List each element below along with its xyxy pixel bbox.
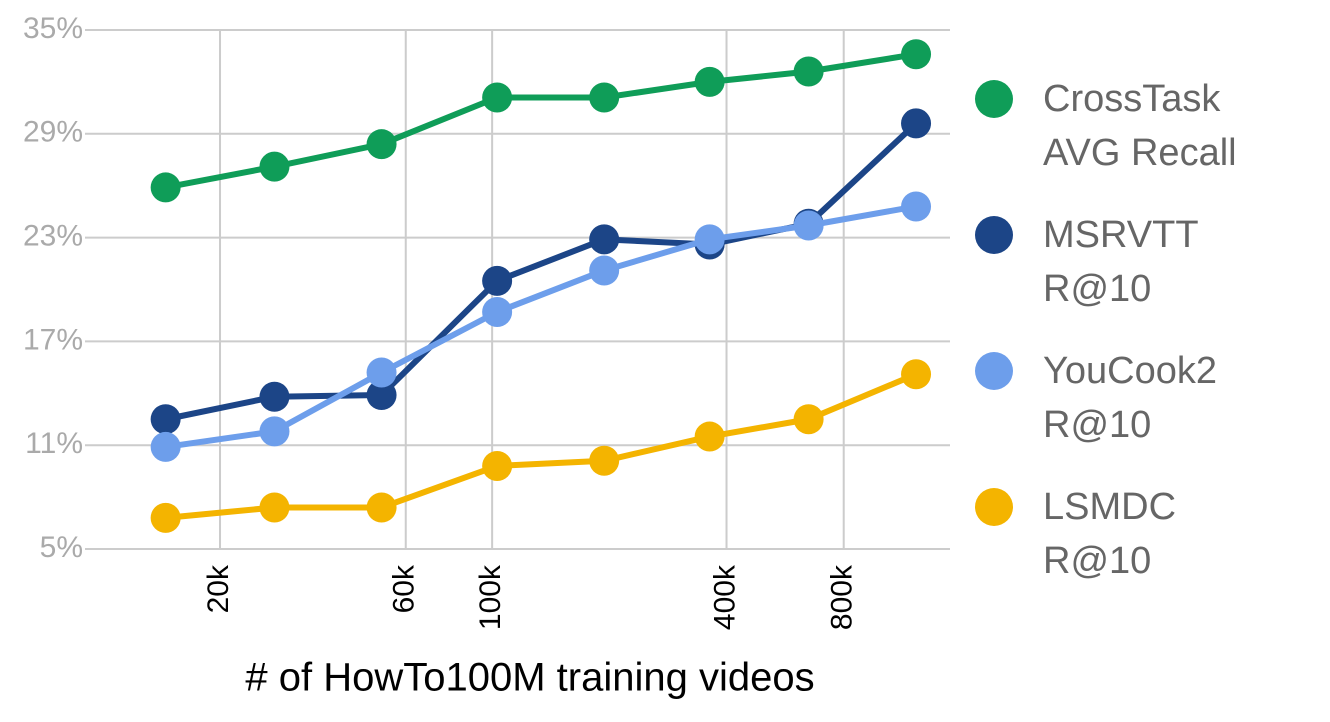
data-point <box>901 108 932 139</box>
y-tick-label: 29% <box>23 116 83 149</box>
data-point <box>482 450 513 481</box>
legend: CrossTask AVG Recall MSRVTT R@10 YouCook2 … <box>975 72 1275 616</box>
series-line <box>165 51 917 191</box>
data-point <box>150 502 181 533</box>
series-line <box>165 371 918 521</box>
data-point <box>901 191 932 222</box>
y-tick-label: 23% <box>23 220 83 253</box>
legend-label: CrossTask AVG Recall <box>1043 78 1237 174</box>
legend-marker <box>975 352 1013 390</box>
data-point <box>259 151 290 182</box>
data-point <box>694 421 725 452</box>
x-tick-label: 400k <box>708 564 741 630</box>
y-tick-label: 17% <box>23 323 83 356</box>
data-point <box>793 210 824 241</box>
data-point <box>259 416 290 447</box>
data-point <box>259 492 290 523</box>
x-tick-label: 60k <box>388 564 421 613</box>
data-point <box>482 296 513 327</box>
x-tick-label: 20k <box>202 564 235 613</box>
data-point <box>150 172 181 203</box>
x-tick-label: 800k <box>826 564 859 630</box>
legend-item: CrossTask AVG Recall <box>975 72 1275 180</box>
legend-marker <box>975 80 1013 118</box>
legend-item: MSRVTT R@10 <box>975 208 1275 316</box>
x-axis-label: # of HowTo100M training videos <box>245 656 814 700</box>
data-point <box>589 82 620 113</box>
legend-label: YouCook2 R@10 <box>1043 350 1217 446</box>
data-point <box>366 357 397 388</box>
data-point <box>901 39 932 70</box>
data-point <box>793 56 824 87</box>
data-point <box>482 265 513 296</box>
data-point <box>694 224 725 255</box>
y-tick-label: 11% <box>25 427 83 460</box>
data-point <box>589 255 620 286</box>
y-tick-label: 35% <box>23 12 83 45</box>
data-point <box>150 404 181 435</box>
data-point <box>589 445 620 476</box>
data-point <box>589 224 620 255</box>
x-tick-label: 100k <box>474 564 507 630</box>
legend-marker <box>975 216 1013 254</box>
data-point <box>150 431 181 462</box>
chart: # of HowTo100M training videos 5% 11% 17% 2… <box>23 12 950 700</box>
data-point <box>793 404 824 435</box>
legend-item: YouCook2 R@10 <box>975 344 1275 452</box>
data-point <box>482 82 513 113</box>
data-point <box>366 492 397 523</box>
grid <box>85 29 950 550</box>
legend-marker <box>975 488 1013 526</box>
data-point <box>901 359 932 390</box>
data-point <box>366 129 397 160</box>
legend-item: LSMDC R@10 <box>975 480 1275 588</box>
data-point <box>259 381 290 412</box>
legend-label: MSRVTT R@10 <box>1043 214 1198 310</box>
data-point <box>366 380 397 411</box>
data-point <box>694 66 725 97</box>
series-line <box>165 203 917 450</box>
legend-label: LSMDC R@10 <box>1043 486 1177 582</box>
y-tick-label: 5% <box>40 531 83 564</box>
